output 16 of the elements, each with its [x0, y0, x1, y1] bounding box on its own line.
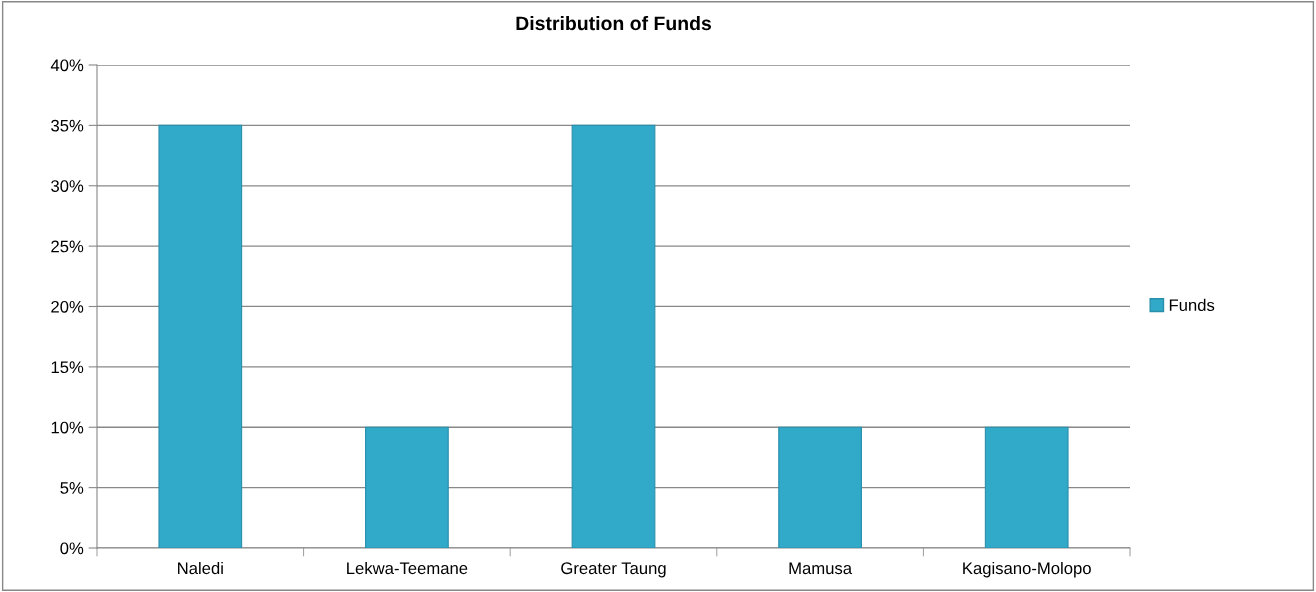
- y-tick-label: 10%: [51, 421, 84, 434]
- y-tick-label: 30%: [51, 180, 84, 192]
- y-tick-label: 40%: [50, 59, 84, 72]
- y-tick-label: 0%: [60, 542, 84, 555]
- x-tick-label: Greater Taung: [561, 562, 666, 578]
- x-tick-label: Naledi: [178, 561, 223, 575]
- x-tick-label: Kagisano-Molopo: [963, 561, 1091, 578]
- y-tick-label: 35%: [51, 119, 84, 132]
- y-tick-label: 25%: [51, 240, 84, 253]
- chart-title: Distribution of Funds: [516, 15, 711, 31]
- x-tick-label: Lekwa-Teemane: [347, 561, 468, 575]
- legend-label: Funds: [1169, 298, 1215, 312]
- y-tick-label: 15%: [51, 361, 84, 374]
- x-tick-label: Mamusa: [789, 562, 853, 575]
- y-tick-label: 20%: [51, 300, 84, 313]
- y-tick-label: 5%: [60, 482, 84, 494]
